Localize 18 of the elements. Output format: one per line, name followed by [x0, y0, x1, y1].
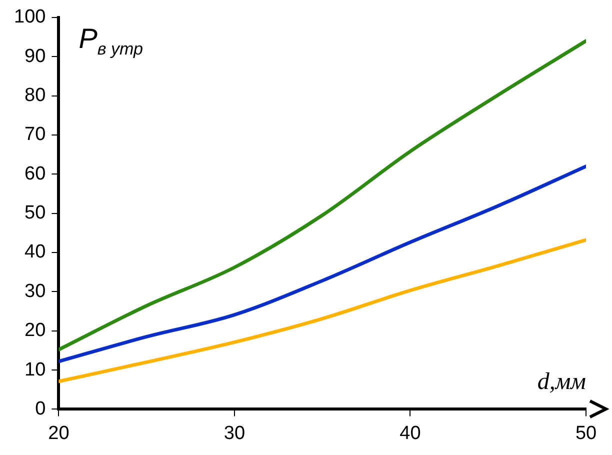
y-tick-label: 60 — [24, 163, 46, 184]
x-tick-label: 30 — [224, 422, 246, 444]
y-tick-label: 100 — [14, 6, 46, 28]
x-axis-title: d,мм — [537, 369, 586, 396]
y-tick-label: 30 — [24, 280, 46, 302]
x-tick-label: 40 — [400, 422, 421, 444]
y-axis-title: P$_{в утр}$ — [78, 23, 143, 60]
y-tick-label: 20 — [24, 320, 46, 342]
y-tick-label: 0 — [35, 398, 46, 420]
y-tick-label: 10 — [24, 359, 46, 380]
x-tick-label: 50 — [575, 422, 597, 444]
y-tick-label: 90 — [24, 46, 46, 67]
line-series — [58, 164, 586, 364]
y-tick-label: 80 — [24, 84, 46, 106]
y-tick-label: 70 — [24, 124, 46, 146]
x-tick-label: 20 — [48, 422, 70, 444]
y-tick-label: 40 — [24, 242, 46, 263]
y-tick-label: 50 — [24, 202, 46, 224]
